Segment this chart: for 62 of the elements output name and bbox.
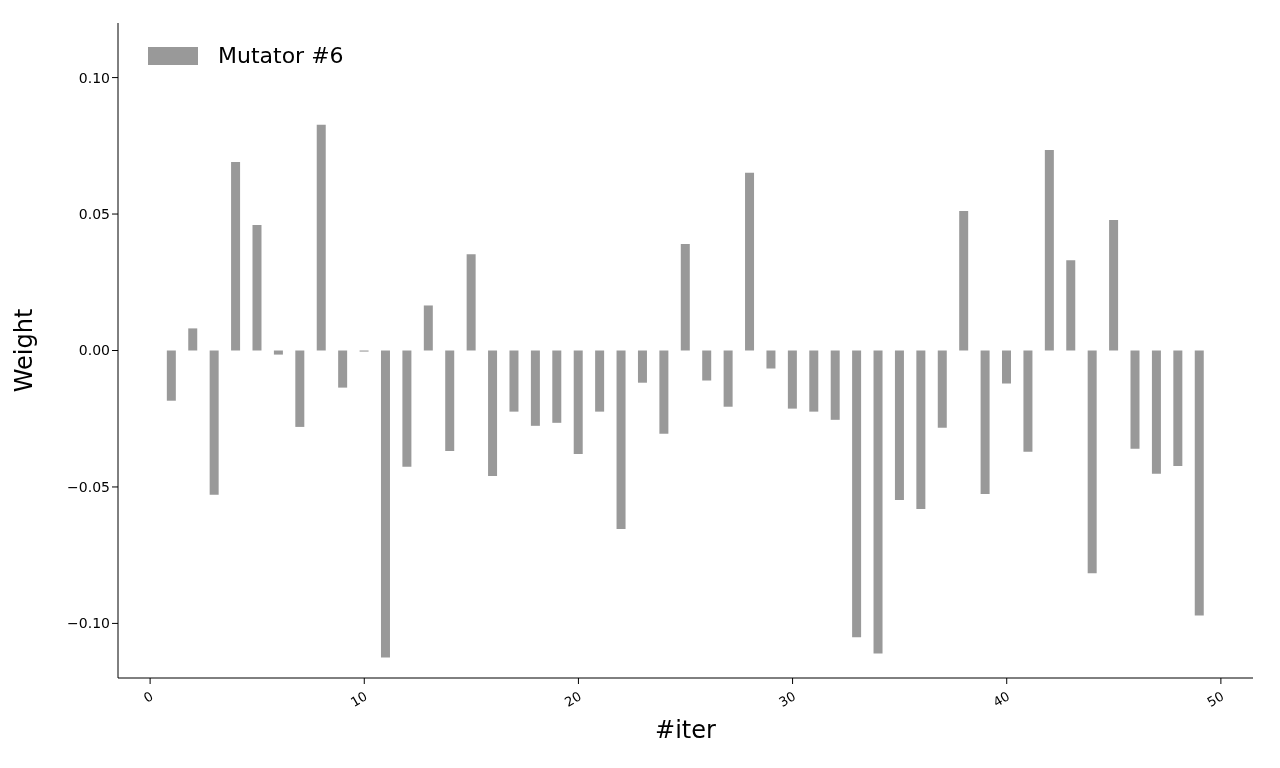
- bar: [1109, 220, 1119, 351]
- bar: [1173, 350, 1183, 466]
- y-tick-label: 0.10: [78, 69, 110, 86]
- bar: [166, 350, 176, 401]
- bar: [488, 350, 498, 477]
- bar: [916, 350, 926, 510]
- bar: [1044, 149, 1054, 351]
- bar: [616, 350, 626, 529]
- bar: [188, 328, 198, 351]
- bar: [423, 305, 433, 351]
- bar: [1194, 350, 1204, 616]
- bar: [1002, 350, 1012, 384]
- bar: [723, 350, 733, 407]
- y-tick-label: −0.05: [67, 478, 110, 495]
- bar: [680, 244, 690, 351]
- bar: [402, 350, 412, 467]
- bar: [894, 350, 904, 501]
- x-tick-label: 40: [990, 688, 1013, 710]
- y-axis-title: Weight: [9, 308, 38, 393]
- bar: [252, 224, 262, 351]
- bar: [1130, 350, 1140, 449]
- bar: [637, 350, 647, 383]
- y-tick-label: 0.00: [78, 342, 110, 359]
- bar: [809, 350, 819, 412]
- x-axis-title: #iter: [655, 716, 717, 744]
- bar: [552, 350, 562, 423]
- bar: [338, 350, 348, 388]
- x-tick-label: 0: [140, 688, 156, 706]
- bar: [659, 350, 669, 434]
- y-tick-label: 0.05: [78, 206, 110, 223]
- bar: [273, 350, 283, 355]
- bar: [1066, 260, 1076, 351]
- bar: [959, 211, 969, 351]
- bar: [702, 350, 712, 381]
- bar: [766, 350, 776, 369]
- bar: [1151, 350, 1161, 474]
- bar: [231, 161, 241, 351]
- y-tick-label: −0.10: [67, 615, 110, 632]
- bar: [1087, 350, 1097, 574]
- bar: [980, 350, 990, 495]
- x-tick-label: 30: [776, 688, 799, 710]
- bar: [445, 350, 455, 451]
- bar: [830, 350, 840, 420]
- x-tick-label: 10: [347, 688, 370, 710]
- bar: [745, 172, 755, 351]
- bar: [295, 350, 305, 427]
- bar: [530, 350, 540, 426]
- bar: [509, 350, 519, 412]
- bar: [1023, 350, 1033, 452]
- bar: [209, 350, 219, 495]
- legend-label: Mutator #6: [218, 43, 344, 68]
- x-tick-label: 20: [562, 688, 584, 710]
- x-tick-label: 50: [1204, 688, 1227, 710]
- bar: [787, 350, 797, 409]
- bar: [573, 350, 583, 454]
- bar: [316, 124, 326, 351]
- bar: [466, 254, 476, 351]
- bar: [937, 350, 947, 428]
- bar: [873, 350, 883, 654]
- bar: [852, 350, 862, 638]
- bar: [595, 350, 605, 412]
- bar: [380, 350, 390, 658]
